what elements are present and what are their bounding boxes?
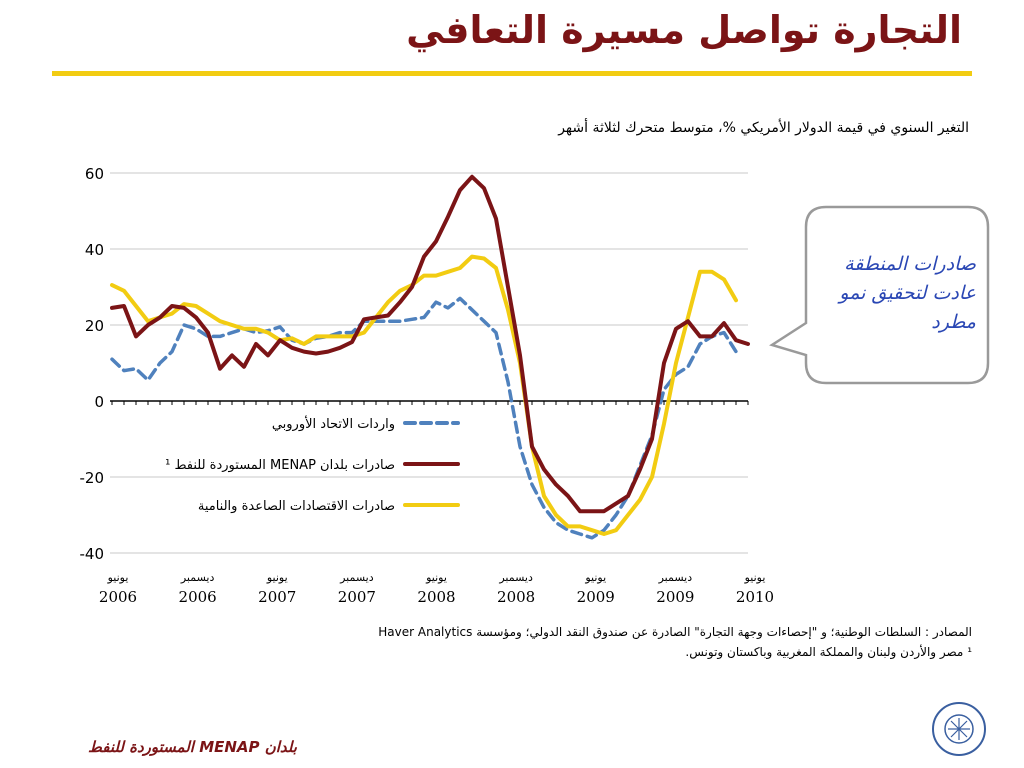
y-tick-label: 40: [85, 241, 104, 259]
imf-seal-logo: [932, 702, 986, 756]
x-tick-month: يونيو: [107, 571, 129, 584]
y-tick-label: 60: [85, 165, 104, 183]
x-tick-year: 2007: [338, 588, 376, 606]
y-tick-label: -20: [80, 469, 105, 487]
x-tick-month: ديسمبر: [180, 571, 215, 584]
sources-line: المصادر : السلطات الوطنية؛ و "إحصاءات وج…: [378, 625, 972, 639]
x-tick-year: 2009: [656, 588, 694, 606]
chart-subtitle: التغير السنوي في قيمة الدولار الأمريكي %…: [558, 120, 969, 136]
x-tick-month: ديسمبر: [339, 571, 374, 584]
footer-label: بلدان MENAP المستوردة للنفط: [88, 738, 297, 756]
chart-legend: واردات الاتحاد الأوروبي صادرات بلدان MENA…: [165, 415, 460, 514]
x-tick-month: ديسمبر: [658, 571, 693, 584]
x-tick-month: يونيو: [584, 571, 606, 584]
x-tick-month: يونيو: [744, 571, 766, 584]
series-line: [110, 174, 750, 514]
chart-axes: -40 -20 0 20 40 60 يونيو 2006 ديسمبر 2006 يونيو 200…: [80, 165, 775, 606]
y-tick-label: 0: [94, 393, 104, 411]
y-tick-label: -40: [80, 545, 105, 563]
x-tick-year: 2009: [577, 588, 615, 606]
y-tick-label: 20: [85, 317, 104, 335]
x-tick-year: 2008: [497, 588, 535, 606]
legend-label: صادرات الاقتصادات الصاعدة والنامية: [198, 499, 395, 514]
callout-text: صادرات المنطقة عادت لتحقيق نمو مطرد: [839, 253, 976, 333]
x-tick-year: 2008: [417, 588, 455, 606]
page-title: التجارة تواصل مسيرة التعافي: [406, 8, 962, 52]
legend-label: صادرات بلدان MENAP المستوردة للنفط ¹: [165, 458, 395, 473]
x-tick-month: يونيو: [425, 571, 447, 584]
x-tick-month: يونيو: [266, 571, 288, 584]
x-tick-year: 2010: [736, 588, 774, 606]
x-tick-year: 2007: [258, 588, 296, 606]
legend-label: واردات الاتحاد الأوروبي: [272, 415, 395, 432]
title-underline: [52, 71, 972, 76]
callout-bubble: [769, 205, 990, 385]
x-tick-year: 2006: [99, 588, 137, 606]
chart-series: [110, 174, 750, 540]
x-tick-month: ديسمبر: [498, 571, 533, 584]
grid-lines: [110, 172, 748, 554]
x-tick-year: 2006: [179, 588, 217, 606]
footnote-line: ¹ مصر والأردن ولبنان والمملكة المغربية و…: [685, 645, 972, 659]
series-line: [110, 254, 738, 536]
sources-note: المصادر : السلطات الوطنية؛ و "إحصاءات وج…: [378, 622, 972, 662]
